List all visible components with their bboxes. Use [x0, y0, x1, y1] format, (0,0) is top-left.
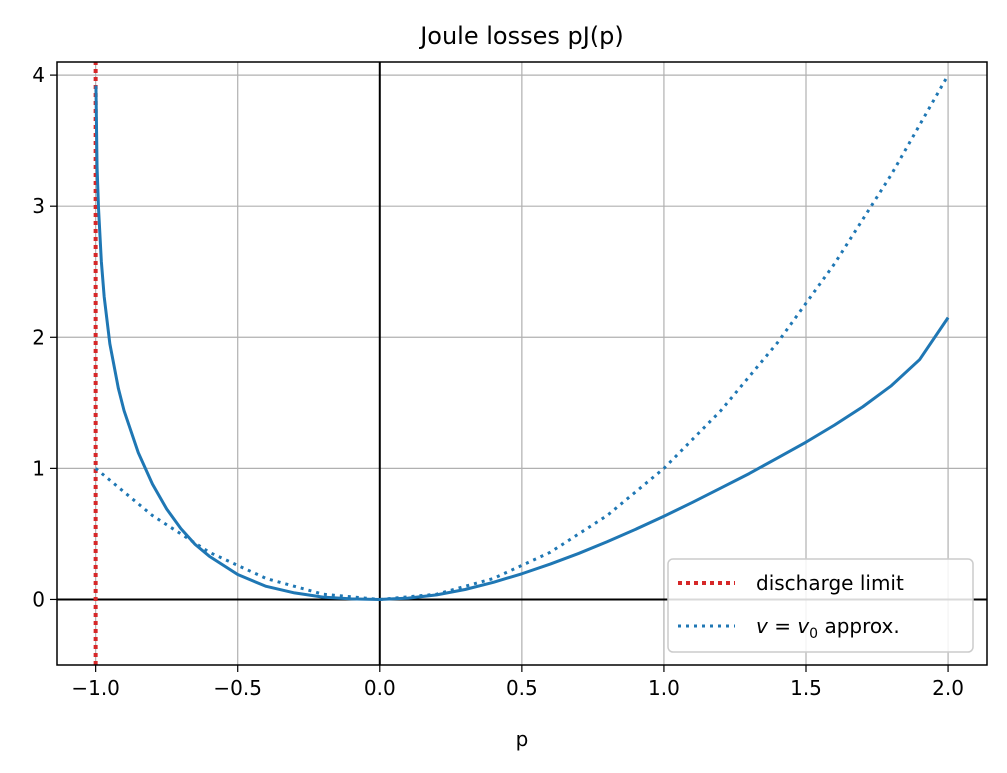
x-tick-label: 1.0	[648, 676, 680, 700]
legend-var-v0: v	[797, 614, 810, 638]
x-tick-label: 2.0	[932, 676, 964, 700]
y-tick-label: 0	[32, 587, 45, 611]
legend-suffix: approx.	[818, 614, 900, 638]
x-tick-label: 1.5	[790, 676, 822, 700]
joule-losses-line	[94, 85, 950, 601]
series-group	[93, 62, 950, 665]
legend-label-v-approx: v = v0 approx.	[756, 614, 900, 642]
y-tick-label: 2	[32, 325, 45, 349]
y-tick-label: 1	[32, 456, 45, 480]
x-tick-label: −1.0	[71, 676, 120, 700]
x-tick-label: 0.0	[364, 676, 396, 700]
legend-eq: =	[768, 614, 797, 638]
y-tick-label: 3	[32, 194, 45, 218]
legend-box	[667, 558, 974, 653]
ticks: −1.0 −0.5 0.0 0.5 1.0 1.5 2.0 0 1 2 3 4	[32, 63, 964, 700]
v-approx-line	[94, 74, 950, 601]
x-axis-label: p	[516, 727, 529, 751]
legend: discharge limit v = v0 approx.	[667, 558, 974, 653]
chart-title: Joule losses pJ(p)	[418, 22, 624, 50]
legend-var-v: v	[756, 614, 769, 638]
x-tick-label: −0.5	[213, 676, 262, 700]
y-tick-label: 4	[32, 63, 45, 87]
legend-label-discharge-limit: discharge limit	[756, 571, 904, 595]
legend-sub-0: 0	[809, 626, 818, 642]
x-tick-label: 0.5	[506, 676, 538, 700]
